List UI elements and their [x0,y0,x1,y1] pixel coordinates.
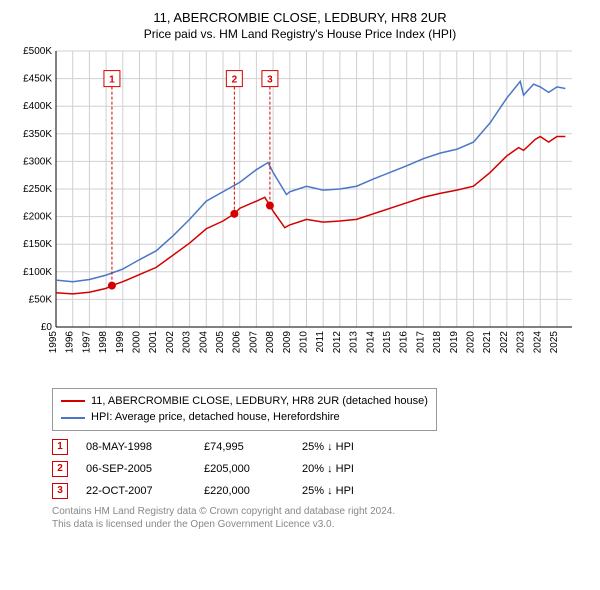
legend: 11, ABERCROMBIE CLOSE, LEDBURY, HR8 2UR … [52,388,437,431]
svg-text:3: 3 [267,74,273,85]
svg-text:2012: 2012 [332,330,343,353]
transaction-date: 22-OCT-2007 [86,485,186,497]
transaction-price: £205,000 [204,463,284,475]
svg-text:1998: 1998 [98,330,109,353]
svg-text:2014: 2014 [365,330,376,353]
svg-text:2004: 2004 [198,330,209,353]
svg-text:£200K: £200K [23,211,52,222]
svg-text:1: 1 [109,74,115,85]
chart-subtitle: Price paid vs. HM Land Registry's House … [12,27,588,41]
svg-text:2: 2 [232,74,238,85]
svg-text:2016: 2016 [399,330,410,353]
svg-text:2008: 2008 [265,330,276,353]
svg-text:2019: 2019 [449,330,460,353]
svg-text:£50K: £50K [29,294,53,305]
series-hpi [56,81,565,281]
transaction-price: £220,000 [204,485,284,497]
transaction-row: 3 22-OCT-2007 £220,000 25% ↓ HPI [52,483,588,499]
svg-text:£500K: £500K [23,47,52,57]
legend-item: HPI: Average price, detached house, Here… [61,409,428,426]
svg-text:2003: 2003 [182,330,193,353]
svg-text:2020: 2020 [465,330,476,353]
svg-text:1997: 1997 [81,330,92,353]
transaction-marker-box: 3 [52,483,68,499]
transaction-diff: 25% ↓ HPI [302,485,402,497]
series-property [56,136,565,293]
svg-text:2006: 2006 [232,330,243,353]
svg-text:2021: 2021 [482,330,493,353]
chart-svg: £0£50K£100K£150K£200K£250K£300K£350K£400… [12,47,572,377]
legend-swatch [61,400,85,402]
legend-swatch [61,417,85,419]
transaction-price: £74,995 [204,441,284,453]
svg-text:2000: 2000 [131,330,142,353]
svg-text:£100K: £100K [23,267,52,278]
legend-item: 11, ABERCROMBIE CLOSE, LEDBURY, HR8 2UR … [61,393,428,410]
transaction-row: 2 06-SEP-2005 £205,000 20% ↓ HPI [52,461,588,477]
svg-text:2015: 2015 [382,330,393,353]
svg-text:2022: 2022 [499,330,510,353]
svg-text:£450K: £450K [23,73,52,84]
svg-text:2017: 2017 [415,330,426,353]
svg-text:£350K: £350K [23,129,52,140]
svg-text:2007: 2007 [248,330,259,353]
svg-text:2001: 2001 [148,330,159,353]
attribution-line: Contains HM Land Registry data © Crown c… [52,505,588,519]
svg-text:£400K: £400K [23,101,52,112]
svg-text:2005: 2005 [215,330,226,353]
transaction-marker-box: 2 [52,461,68,477]
svg-text:1999: 1999 [115,330,126,353]
svg-text:2002: 2002 [165,330,176,353]
chart-container: 11, ABERCROMBIE CLOSE, LEDBURY, HR8 2UR … [0,0,600,542]
chart-title: 11, ABERCROMBIE CLOSE, LEDBURY, HR8 2UR [12,10,588,27]
transaction-marker-box: 1 [52,439,68,455]
transaction-date: 08-MAY-1998 [86,441,186,453]
svg-text:2011: 2011 [315,330,326,352]
svg-text:2013: 2013 [349,330,360,353]
transaction-diff: 20% ↓ HPI [302,463,402,475]
svg-text:£150K: £150K [23,239,52,250]
svg-text:1995: 1995 [48,330,59,353]
chart-plot-area: £0£50K£100K£150K£200K£250K£300K£350K£400… [12,47,588,382]
attribution: Contains HM Land Registry data © Crown c… [52,505,588,532]
transaction-diff: 25% ↓ HPI [302,441,402,453]
svg-text:2024: 2024 [532,330,543,353]
transaction-date: 06-SEP-2005 [86,463,186,475]
svg-text:2025: 2025 [549,330,560,353]
svg-text:£250K: £250K [23,184,52,195]
svg-text:2018: 2018 [432,330,443,353]
attribution-line: This data is licensed under the Open Gov… [52,518,588,532]
svg-text:2023: 2023 [516,330,527,353]
svg-text:£300K: £300K [23,156,52,167]
transaction-table: 1 08-MAY-1998 £74,995 25% ↓ HPI 2 06-SEP-2005… [52,439,588,499]
svg-text:2009: 2009 [282,330,293,353]
svg-text:1996: 1996 [65,330,76,353]
svg-text:2010: 2010 [298,330,309,353]
transaction-row: 1 08-MAY-1998 £74,995 25% ↓ HPI [52,439,588,455]
legend-label: 11, ABERCROMBIE CLOSE, LEDBURY, HR8 2UR … [91,393,428,410]
legend-label: HPI: Average price, detached house, Here… [91,409,340,426]
